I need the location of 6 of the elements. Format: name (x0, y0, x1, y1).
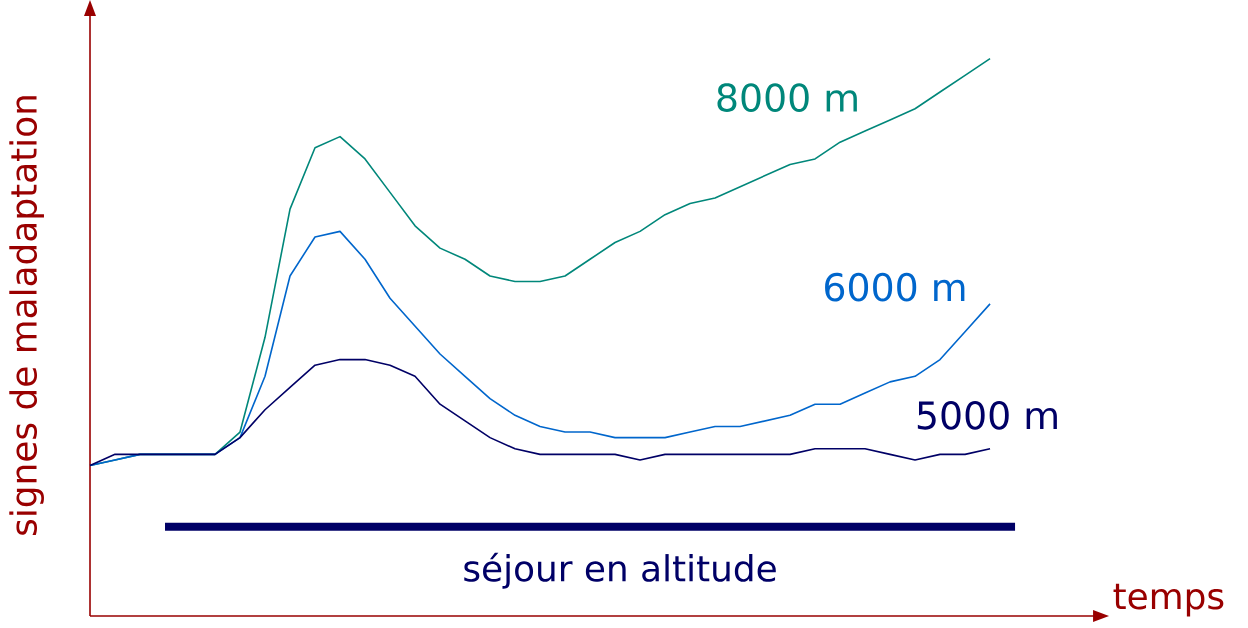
x-axis-title: temps (1113, 583, 1224, 617)
series-label: 8000 m (717, 83, 857, 112)
series-label: 6000 m (825, 272, 965, 302)
series-label: 5000 m (917, 401, 1057, 430)
annotation: séjour en altitude (464, 552, 776, 589)
y-axis-title: signes de maladaptation (9, 96, 44, 535)
